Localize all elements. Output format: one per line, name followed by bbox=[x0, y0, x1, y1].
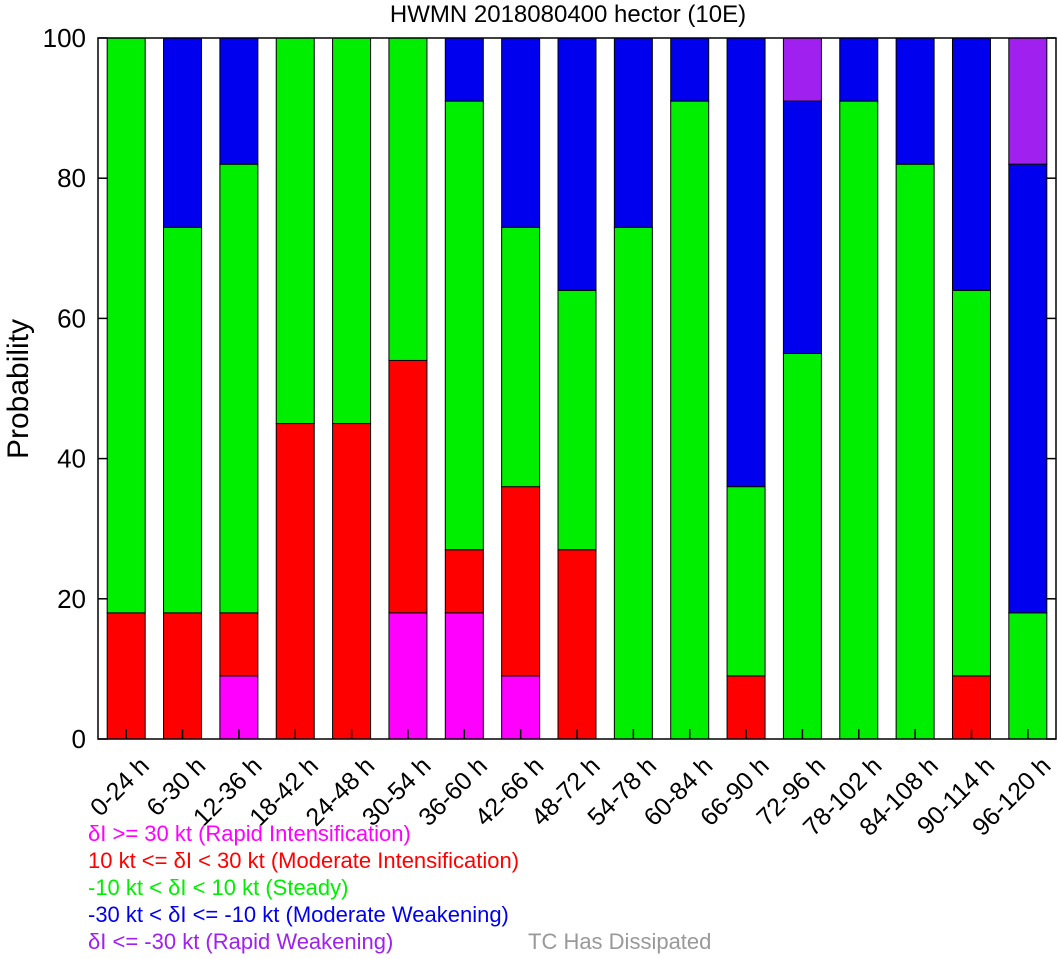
bar-segment-9-3 bbox=[613, 37, 653, 228]
bar-segment-7-3 bbox=[501, 37, 541, 228]
bar-segment-9-2 bbox=[613, 226, 653, 740]
bar-segment-12-4 bbox=[782, 37, 822, 102]
bar-segment-1-2 bbox=[163, 226, 203, 614]
bar-segment-2-3 bbox=[219, 37, 259, 165]
bar-segment-16-4 bbox=[1008, 37, 1048, 165]
bar-segment-4-2 bbox=[332, 37, 372, 425]
legend-steady: -10 kt < δI < 10 kt (Steady) bbox=[88, 875, 349, 900]
bar-segment-1-1 bbox=[163, 612, 203, 740]
legend-moderate-weakening: -30 kt < δI <= -10 kt (Moderate Weakenin… bbox=[88, 902, 509, 927]
bar-segment-15-1 bbox=[951, 675, 991, 740]
bar-segment-5-2 bbox=[388, 37, 428, 361]
bar-segment-8-1 bbox=[557, 549, 597, 740]
y-tick-label: 0 bbox=[72, 724, 86, 754]
bar-segment-0-1 bbox=[106, 612, 146, 740]
bar-segment-11-2 bbox=[726, 486, 766, 677]
bar-segment-2-1 bbox=[219, 612, 259, 677]
bar-segment-13-3 bbox=[839, 37, 879, 102]
bar-segment-7-2 bbox=[501, 226, 541, 488]
legend-tc-dissipated: TC Has Dissipated bbox=[528, 929, 712, 954]
bar-segment-2-0 bbox=[219, 675, 259, 740]
bar-segment-15-2 bbox=[951, 289, 991, 677]
bar-segment-16-2 bbox=[1008, 612, 1048, 740]
y-axis-label: Probability bbox=[2, 319, 35, 459]
y-tick-label: 20 bbox=[57, 584, 86, 614]
legend-rapid-intensification: δI >= 30 kt (Rapid Intensification) bbox=[88, 821, 411, 846]
x-tick-label: 0-24 h bbox=[85, 752, 155, 822]
bar-segment-0-2 bbox=[106, 37, 146, 614]
bar-segment-6-2 bbox=[444, 100, 484, 551]
bar-segment-6-3 bbox=[444, 37, 484, 102]
bar-segment-11-3 bbox=[726, 37, 766, 488]
bar-segment-5-1 bbox=[388, 359, 428, 614]
bar-segment-14-3 bbox=[895, 37, 935, 165]
legend-moderate-intensification: 10 kt <= δI < 30 kt (Moderate Intensific… bbox=[88, 848, 520, 873]
y-tick-label: 80 bbox=[57, 163, 86, 193]
bar-segment-10-3 bbox=[670, 37, 710, 102]
bar-segment-4-1 bbox=[332, 423, 372, 740]
y-tick-label: 40 bbox=[57, 444, 86, 474]
bar-segment-2-2 bbox=[219, 163, 259, 614]
y-axis: 0 20 40 60 80 100 bbox=[43, 23, 1056, 754]
bar-segment-14-2 bbox=[895, 163, 935, 740]
y-tick-label: 100 bbox=[43, 23, 86, 53]
bars-layer bbox=[106, 37, 1048, 740]
bar-segment-15-3 bbox=[951, 37, 991, 291]
bar-segment-5-0 bbox=[388, 612, 428, 740]
bar-segment-12-2 bbox=[782, 352, 822, 740]
bar-segment-7-0 bbox=[501, 675, 541, 740]
bar-segment-6-1 bbox=[444, 549, 484, 614]
bar-segment-8-2 bbox=[557, 289, 597, 551]
bar-segment-8-3 bbox=[557, 37, 597, 291]
bar-segment-13-2 bbox=[839, 100, 879, 740]
bar-segment-7-1 bbox=[501, 486, 541, 677]
bar-segment-6-0 bbox=[444, 612, 484, 740]
y-tick-label: 60 bbox=[57, 303, 86, 333]
bar-segment-3-1 bbox=[275, 423, 315, 740]
bar-segment-3-2 bbox=[275, 37, 315, 425]
bar-segment-12-3 bbox=[782, 100, 822, 354]
legend-rapid-weakening: δI <= -30 kt (Rapid Weakening) bbox=[88, 929, 394, 954]
bar-segment-1-3 bbox=[163, 37, 203, 228]
bar-segment-16-3 bbox=[1008, 163, 1048, 614]
bar-segment-10-2 bbox=[670, 100, 710, 740]
chart-title: HWMN 2018080400 hector (10E) bbox=[390, 1, 746, 28]
